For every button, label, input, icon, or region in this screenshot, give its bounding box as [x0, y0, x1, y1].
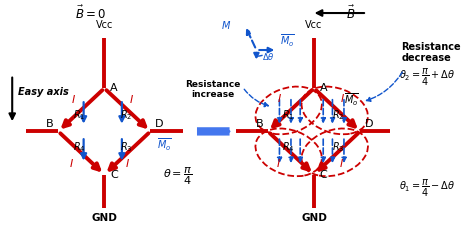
Text: Resistance
decrease: Resistance decrease	[401, 42, 461, 63]
Text: $I$: $I$	[275, 157, 281, 169]
Text: D: D	[155, 119, 164, 129]
Text: $\theta = \dfrac{\pi}{4}$: $\theta = \dfrac{\pi}{4}$	[164, 165, 193, 186]
Text: $\overline{M_o}$: $\overline{M_o}$	[157, 136, 172, 153]
Text: $\overline{M_o}$: $\overline{M_o}$	[280, 32, 295, 49]
Text: $\vec{B}=0$: $\vec{B}=0$	[75, 4, 106, 22]
Text: $R_2$: $R_2$	[120, 108, 133, 122]
Text: $I$: $I$	[125, 157, 130, 169]
Text: $\theta_2 = \dfrac{\pi}{4} + \Delta\theta$: $\theta_2 = \dfrac{\pi}{4} + \Delta\thet…	[399, 67, 456, 88]
Text: B: B	[46, 119, 54, 129]
Text: B: B	[255, 119, 264, 129]
Text: $R_3$: $R_3$	[332, 141, 344, 154]
Text: Easy axis: Easy axis	[18, 87, 69, 97]
Text: GND: GND	[91, 213, 117, 223]
FancyArrowPatch shape	[197, 127, 230, 136]
Text: GND: GND	[301, 213, 327, 223]
Text: $I$: $I$	[69, 157, 73, 169]
Text: C: C	[319, 170, 327, 180]
Text: $I$: $I$	[340, 92, 345, 104]
Text: $\vec{B}$: $\vec{B}$	[346, 4, 356, 22]
Text: $R_1$: $R_1$	[283, 108, 295, 122]
Text: $\overline{M_o}$: $\overline{M_o}$	[344, 91, 359, 108]
Text: D: D	[365, 119, 373, 129]
Text: $R_4$: $R_4$	[283, 141, 295, 154]
Text: $R_3$: $R_3$	[120, 141, 133, 154]
Text: $\Delta\theta$: $\Delta\theta$	[262, 51, 274, 62]
Text: Resistance
increase: Resistance increase	[185, 80, 240, 99]
Text: $\theta_1 = \dfrac{\pi}{4} - \Delta\theta$: $\theta_1 = \dfrac{\pi}{4} - \Delta\thet…	[399, 178, 456, 199]
Text: $I$: $I$	[277, 92, 282, 104]
Text: $R_1$: $R_1$	[73, 108, 85, 122]
Text: $M$: $M$	[221, 19, 231, 31]
Text: $I$: $I$	[339, 157, 344, 169]
Text: Vcc: Vcc	[96, 20, 113, 30]
Text: $R_4$: $R_4$	[73, 141, 85, 154]
Text: Vcc: Vcc	[305, 20, 323, 30]
Text: A: A	[319, 83, 327, 93]
Text: A: A	[110, 83, 118, 93]
Text: $I$: $I$	[128, 93, 134, 105]
Text: $R_2$: $R_2$	[332, 108, 344, 122]
Text: C: C	[110, 170, 118, 180]
Text: $I$: $I$	[71, 93, 75, 105]
